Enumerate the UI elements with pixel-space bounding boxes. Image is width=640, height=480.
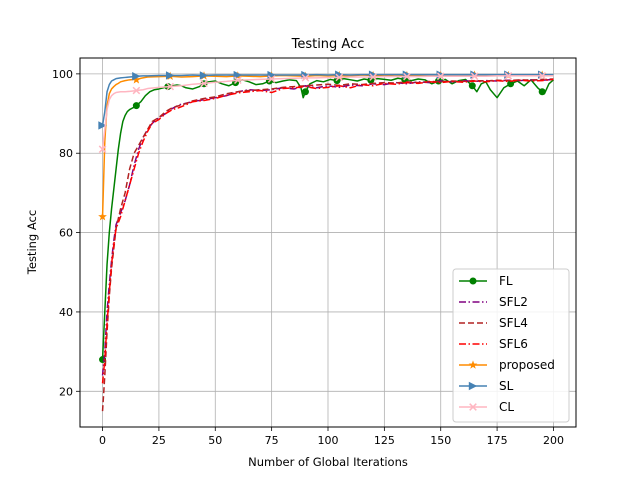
x-tick-label: 175 — [487, 434, 508, 447]
y-tick-label: 20 — [59, 385, 73, 398]
legend-label: CL — [499, 400, 514, 414]
data-point-fl — [468, 82, 476, 90]
data-point-fl — [538, 88, 546, 96]
legend-item-sfl4: SFL4 — [459, 316, 528, 330]
axis-ticks: 0 25 50 75 100 125 150 175 200 20 40 60 80 100 — [52, 68, 564, 447]
data-point-fl — [301, 88, 309, 96]
x-tick-label: 125 — [374, 434, 395, 447]
legend-marker — [468, 381, 478, 391]
legend-box — [452, 268, 570, 423]
legend-item-cl: CL — [459, 400, 514, 414]
x-tick-label: 200 — [543, 434, 564, 447]
series-sfl4 — [101, 78, 554, 412]
data-point-cl — [504, 72, 513, 80]
data-point-cl — [369, 73, 377, 81]
legend-item-fl: FL — [459, 274, 513, 288]
data-point-cl — [436, 72, 445, 81]
y-tick-label: 60 — [59, 227, 73, 240]
data-point-cl — [470, 72, 479, 81]
data-point-cl — [301, 74, 310, 82]
data-point-cl — [233, 76, 242, 85]
legend-item-sl: SL — [459, 379, 514, 393]
legend-label: SFL6 — [499, 337, 528, 351]
legend-item-sfl6: SFL6 — [459, 337, 528, 351]
legend-label: SFL2 — [499, 295, 528, 309]
y-axis-label: Testing Acc — [25, 210, 39, 275]
y-tick-label: 40 — [59, 306, 73, 319]
legend-item-sfl2: SFL2 — [459, 295, 528, 309]
series-line-cl — [101, 75, 554, 150]
data-point-sl — [301, 70, 310, 80]
data-point-cl — [538, 72, 547, 80]
data-point-cl — [200, 79, 208, 88]
x-tick-label: 50 — [208, 434, 222, 447]
legend-marker — [469, 277, 477, 285]
legend-label: FL — [499, 274, 513, 288]
series-line-sfl6 — [101, 78, 554, 384]
series-line-sfl4 — [101, 78, 554, 412]
data-point-sl — [504, 70, 513, 79]
legend-item-proposed: proposed — [459, 358, 555, 372]
x-tick-label: 100 — [318, 434, 339, 447]
data-point-proposed — [98, 212, 107, 221]
legend-marker — [469, 403, 477, 411]
x-tick-label: 25 — [152, 434, 166, 447]
series-sfl6 — [101, 78, 554, 384]
data-point-proposed — [131, 75, 141, 84]
series-line-sl — [101, 73, 554, 126]
data-point-cl — [132, 86, 141, 95]
data-point-sl — [199, 71, 209, 80]
legend: FL SFL2 SFL4 SFL6 proposed SL CL — [452, 268, 570, 423]
data-point-cl — [403, 72, 411, 81]
x-tick-label: 150 — [430, 434, 451, 447]
data-point-sl — [165, 71, 175, 80]
data-point-cl — [166, 82, 175, 91]
chart-title: Testing Acc — [291, 37, 365, 52]
legend-marker — [468, 360, 478, 369]
legend-label: proposed — [499, 358, 555, 372]
data-point-sl — [537, 70, 547, 79]
y-tick-label: 80 — [59, 147, 73, 160]
series-cl — [98, 72, 554, 154]
data-point-cl — [267, 75, 276, 83]
data-point-cl — [335, 73, 344, 82]
data-point-sl — [132, 72, 141, 81]
y-tick-label: 100 — [52, 68, 73, 81]
legend-label: SL — [499, 379, 514, 393]
series-layer — [98, 70, 554, 412]
x-tick-label: 0 — [99, 434, 106, 447]
data-point-fl — [132, 102, 140, 110]
legend-label: SFL4 — [499, 316, 528, 330]
data-point-cl — [98, 145, 107, 154]
data-point-sl — [98, 121, 107, 130]
x-axis-label: Number of Global Iterations — [248, 455, 408, 469]
x-tick-label: 75 — [265, 434, 279, 447]
